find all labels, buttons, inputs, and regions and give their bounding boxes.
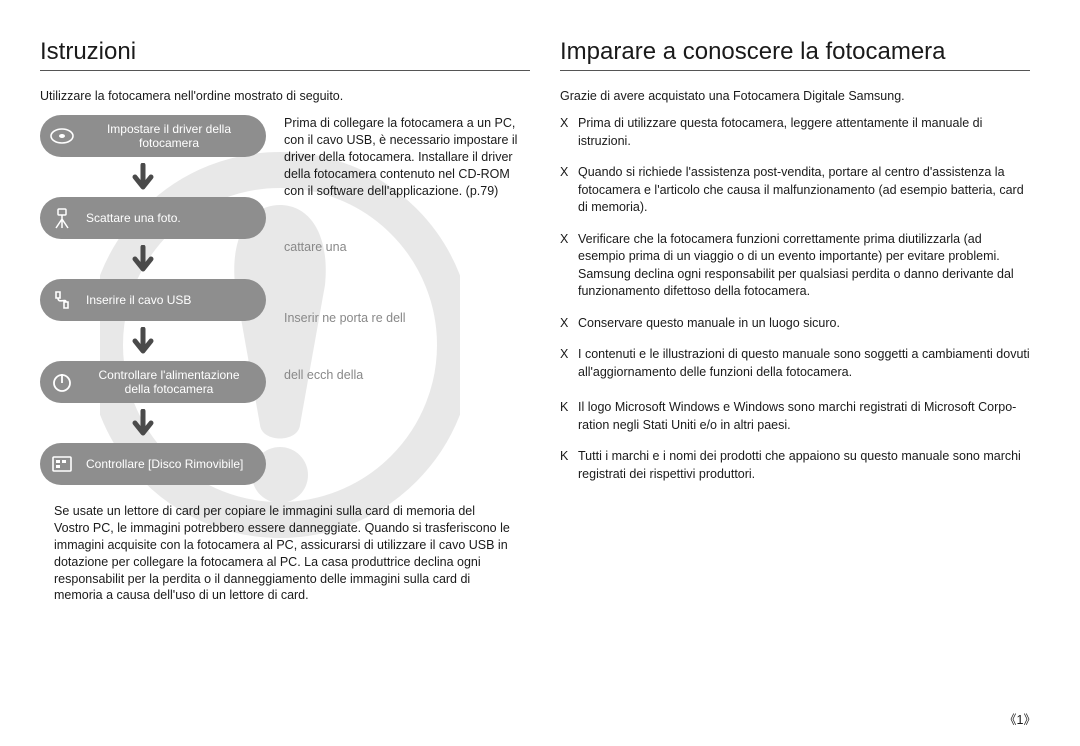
cable-icon xyxy=(48,286,76,314)
bullet-mark: X xyxy=(560,164,578,217)
step-label: Controllare [Disco Rimovibile] xyxy=(86,457,252,471)
bullet-item: XPrima di utilizzare questa fotocamera, … xyxy=(560,115,1030,150)
step-pill-usb: Inserire il cavo USB xyxy=(40,279,266,321)
bullet-list-k: KIl logo Microsoft Windows e Windows son… xyxy=(560,399,1030,483)
bullet-text: Il logo Microsoft Windows e Windows sono… xyxy=(578,399,1030,434)
step-pill-power: Controllare l'alimentazione della fotoca… xyxy=(40,361,266,403)
left-footer-text: Se usate un lettore di card per copiare … xyxy=(40,503,530,604)
bullet-item: XI contenuti e le illustrazioni di quest… xyxy=(560,346,1030,381)
step-desc-text: cattare una xyxy=(284,239,530,256)
bullet-list-x: XPrima di utilizzare questa fotocamera, … xyxy=(560,115,1030,381)
bullet-item: KIl logo Microsoft Windows e Windows son… xyxy=(560,399,1030,434)
bullet-item: XQuando si richiede l'assistenza post-ve… xyxy=(560,164,1030,217)
bullet-text: Tutti i marchi e i nomi dei prodotti che… xyxy=(578,448,1030,483)
arrow-down-icon xyxy=(40,321,266,361)
bullet-mark: X xyxy=(560,315,578,333)
bullet-text: Prima di utilizzare questa fotocamera, l… xyxy=(578,115,1030,150)
step-descriptions: Prima di collegare la fotocamera a un PC… xyxy=(284,115,530,485)
arrow-down-icon xyxy=(40,157,266,197)
bullet-item: KTutti i marchi e i nomi dei prodotti ch… xyxy=(560,448,1030,483)
right-title: Imparare a conoscere la fotocamera xyxy=(560,38,1030,71)
right-intro: Grazie di avere acquistato una Fotocamer… xyxy=(560,89,1030,103)
bullet-mark: X xyxy=(560,346,578,381)
screen-icon xyxy=(48,450,76,478)
step-pill-disk: Controllare [Disco Rimovibile] xyxy=(40,443,266,485)
left-intro: Utilizzare la fotocamera nell'ordine mos… xyxy=(40,89,530,103)
bullet-mark: X xyxy=(560,115,578,150)
disc-icon xyxy=(48,122,76,150)
bullet-item: XConservare questo manuale in un luogo s… xyxy=(560,315,1030,333)
step-pill-driver: Impostare il driver della fotocamera xyxy=(40,115,266,157)
arrow-down-icon xyxy=(40,403,266,443)
step-desc-text: dell ecch della xyxy=(284,367,530,384)
page-number: 《1》 xyxy=(1004,709,1036,728)
step-label: Controllare l'alimentazione della fotoca… xyxy=(86,368,252,397)
arrow-down-icon xyxy=(40,239,266,279)
tripod-icon xyxy=(48,204,76,232)
steps-column: Impostare il driver della fotocamera Sca… xyxy=(40,115,266,485)
bullet-text: Veriﬁcare che la fotocamera funzioni cor… xyxy=(578,231,1030,301)
bullet-text: I contenuti e le illustrazioni di questo… xyxy=(578,346,1030,381)
step-label: Impostare il driver della fotocamera xyxy=(86,122,252,151)
step-label: Inserire il cavo USB xyxy=(86,293,252,307)
left-title: Istruzioni xyxy=(40,38,530,71)
bullet-mark: K xyxy=(560,448,578,483)
bullet-text: Conservare questo manuale in un luogo si… xyxy=(578,315,1030,333)
step-desc-text: Inserir ne porta re dell xyxy=(284,310,530,327)
bullet-text: Quando si richiede l'assistenza post-ven… xyxy=(578,164,1030,217)
bullet-mark: K xyxy=(560,399,578,434)
step-pill-shoot: Scattare una foto. xyxy=(40,197,266,239)
bullet-mark: X xyxy=(560,231,578,301)
power-icon xyxy=(48,368,76,396)
step-desc-text: Prima di collegare la fotocamera a un PC… xyxy=(284,115,530,199)
step-label: Scattare una foto. xyxy=(86,211,252,225)
bullet-item: XVeriﬁcare che la fotocamera funzioni co… xyxy=(560,231,1030,301)
